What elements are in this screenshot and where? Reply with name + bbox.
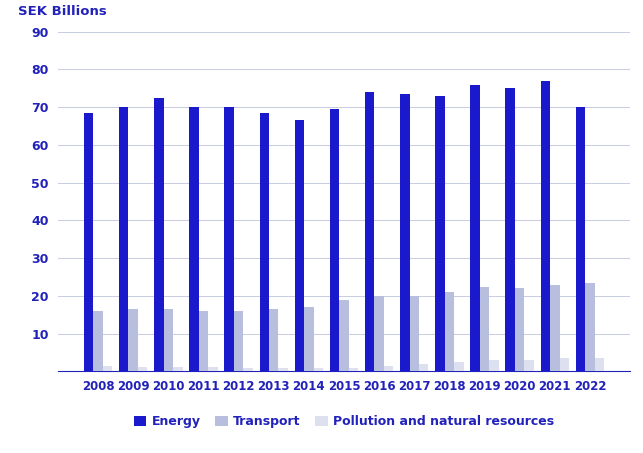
Bar [419, 364, 428, 371]
Bar [173, 367, 183, 371]
Bar [365, 92, 374, 371]
Bar [84, 113, 93, 371]
Bar [163, 309, 173, 371]
Bar [208, 367, 218, 371]
Bar [138, 367, 147, 371]
Bar [340, 300, 349, 371]
Bar [541, 81, 550, 371]
Bar [435, 96, 445, 371]
Bar [129, 309, 138, 371]
Bar [224, 107, 234, 371]
Bar [199, 311, 208, 371]
Bar [103, 366, 113, 371]
Bar [374, 296, 384, 371]
Bar [454, 362, 464, 371]
Bar [234, 311, 243, 371]
Bar [260, 113, 269, 371]
Bar [489, 360, 499, 371]
Bar [243, 368, 253, 371]
Bar [585, 283, 595, 371]
Legend: Energy, Transport, Pollution and natural resources: Energy, Transport, Pollution and natural… [129, 410, 559, 433]
Bar [269, 309, 278, 371]
Bar [384, 366, 394, 371]
Bar [154, 98, 163, 371]
Bar [278, 368, 288, 371]
Bar [93, 311, 103, 371]
Bar [515, 289, 525, 371]
Bar [189, 107, 199, 371]
Bar [400, 94, 410, 371]
Bar [349, 368, 358, 371]
Bar [410, 296, 419, 371]
Bar [294, 120, 304, 371]
Bar [559, 358, 569, 371]
Bar [445, 292, 454, 371]
Bar [119, 107, 129, 371]
Bar [314, 368, 323, 371]
Bar [304, 307, 314, 371]
Text: SEK Billions: SEK Billions [18, 5, 107, 18]
Bar [595, 358, 604, 371]
Bar [525, 360, 534, 371]
Bar [575, 107, 585, 371]
Bar [470, 85, 480, 371]
Bar [505, 88, 515, 371]
Bar [480, 286, 489, 371]
Bar [550, 284, 559, 371]
Bar [330, 109, 340, 371]
